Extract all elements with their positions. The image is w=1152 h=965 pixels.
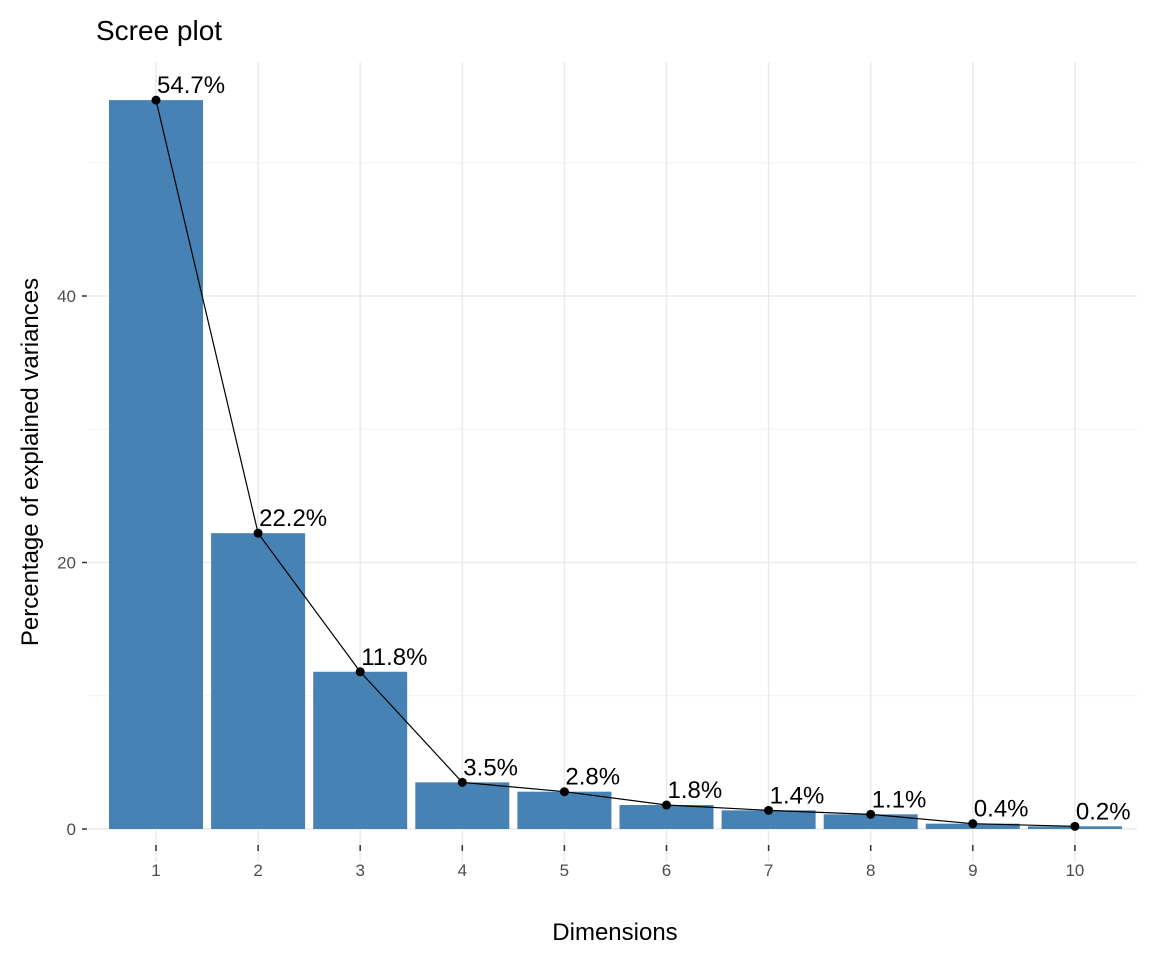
bar [721, 810, 816, 829]
data-label: 1.1% [872, 786, 927, 813]
bar [313, 671, 408, 829]
bar [517, 791, 612, 829]
data-label: 1.4% [770, 782, 825, 809]
bar [211, 533, 306, 829]
data-label: 0.2% [1076, 798, 1131, 825]
data-label: 3.5% [463, 754, 518, 781]
bar [823, 814, 918, 829]
series-line [155, 99, 1075, 827]
data-label: 22.2% [259, 505, 327, 532]
bar [619, 805, 714, 829]
data-label: 11.8% [361, 644, 427, 671]
data-point [151, 95, 161, 105]
chart-title: Scree plot [96, 15, 222, 46]
data-point [457, 777, 467, 787]
data-point [662, 800, 671, 810]
bar [415, 782, 510, 829]
axes: 0 20 40 1 2 3 4 5 6 7 8 9 10 [57, 287, 1084, 880]
data-point [866, 809, 876, 819]
x-tick-label: 5 [560, 861, 569, 880]
x-tick-label: 1 [151, 861, 160, 880]
y-tick-label: 0 [67, 820, 76, 839]
x-tick-label: 6 [662, 861, 671, 880]
x-tick-label: 8 [866, 861, 875, 880]
y-axis-title: Percentage of explained variances [17, 278, 44, 646]
x-tick-label: 3 [355, 861, 364, 880]
data-point [253, 528, 263, 538]
data-point [764, 805, 774, 815]
data-label: 1.8% [668, 777, 723, 804]
data-label: 54.7% [157, 72, 225, 99]
y-tick-label: 20 [57, 554, 76, 573]
x-axis-title: Dimensions [552, 919, 677, 946]
x-tick-label: 2 [253, 861, 262, 880]
x-tick-label: 10 [1065, 861, 1084, 880]
data-label: 0.4% [974, 796, 1029, 823]
line-series [151, 95, 1080, 831]
data-point [968, 819, 978, 829]
y-tick-label: 40 [57, 287, 76, 306]
bar [109, 100, 203, 829]
data-point [1070, 821, 1080, 831]
bars [109, 100, 1122, 829]
x-tick-label: 9 [968, 861, 977, 880]
gridlines [88, 62, 1137, 862]
x-tick-label: 4 [458, 861, 467, 880]
data-labels: 54.7% 22.2% 11.8% 3.5% 2.8% 1.8% 1.4% 1.1% 0.4% 0… [157, 72, 1131, 825]
data-label: 2.8% [565, 764, 620, 791]
x-tick-label: 7 [764, 861, 773, 880]
data-point [355, 667, 365, 677]
data-point [559, 787, 569, 797]
